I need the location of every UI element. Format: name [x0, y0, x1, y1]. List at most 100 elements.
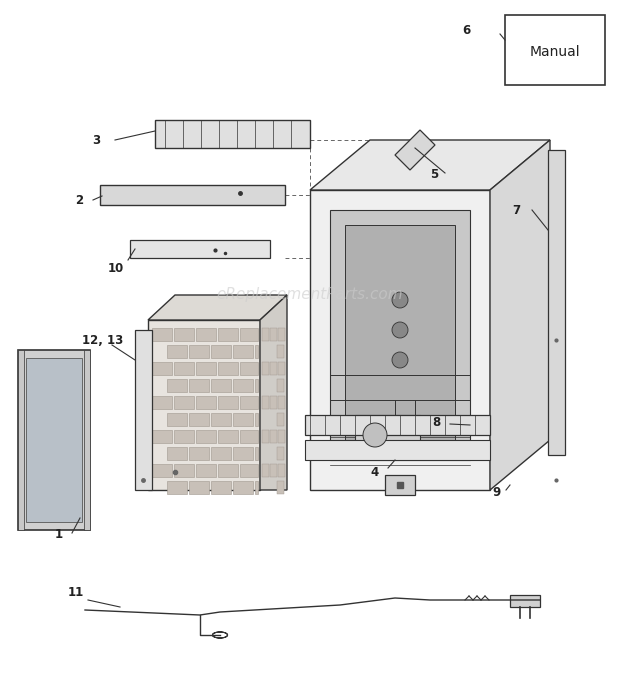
Bar — [196, 464, 216, 477]
Polygon shape — [18, 350, 90, 530]
Polygon shape — [510, 595, 540, 607]
Circle shape — [392, 322, 408, 338]
Bar — [189, 413, 209, 426]
Bar — [233, 413, 253, 426]
Bar — [277, 447, 284, 460]
Bar — [262, 464, 269, 477]
Polygon shape — [100, 185, 285, 205]
Bar — [196, 328, 216, 341]
Text: 8: 8 — [432, 415, 440, 428]
Bar — [174, 430, 194, 443]
Bar — [240, 362, 258, 375]
Bar — [218, 362, 238, 375]
Bar — [196, 430, 216, 443]
Bar — [270, 430, 277, 443]
Bar — [233, 345, 253, 358]
Polygon shape — [135, 330, 152, 490]
Bar — [278, 464, 285, 477]
Bar — [270, 396, 277, 409]
Text: 7: 7 — [512, 203, 520, 216]
Text: 10: 10 — [108, 262, 124, 275]
Bar — [189, 447, 209, 460]
Polygon shape — [260, 295, 287, 490]
Bar — [277, 413, 284, 426]
Bar — [240, 430, 258, 443]
Polygon shape — [345, 225, 455, 445]
Bar — [174, 464, 194, 477]
Polygon shape — [305, 440, 490, 460]
Bar — [278, 430, 285, 443]
Bar — [196, 362, 216, 375]
Bar — [233, 379, 253, 392]
Bar — [211, 379, 231, 392]
Bar — [189, 481, 209, 494]
Bar — [277, 379, 284, 392]
Bar — [262, 362, 269, 375]
Bar — [167, 481, 187, 494]
Bar — [277, 345, 284, 358]
Bar — [240, 328, 258, 341]
Polygon shape — [305, 415, 490, 435]
Text: 4: 4 — [370, 466, 378, 479]
Bar — [211, 481, 231, 494]
Bar — [262, 430, 269, 443]
Bar — [240, 396, 258, 409]
Bar — [255, 345, 258, 358]
Bar — [152, 396, 172, 409]
Circle shape — [392, 292, 408, 308]
Text: 12, 13: 12, 13 — [82, 333, 123, 347]
Polygon shape — [310, 140, 550, 190]
Bar — [211, 447, 231, 460]
Bar — [233, 447, 253, 460]
Bar — [152, 362, 172, 375]
Text: Manual: Manual — [529, 45, 580, 59]
Bar — [167, 379, 187, 392]
Text: 9: 9 — [492, 486, 500, 498]
Text: 3: 3 — [92, 133, 100, 146]
Bar — [167, 447, 187, 460]
Bar — [255, 413, 258, 426]
Bar — [189, 379, 209, 392]
Text: 6: 6 — [462, 24, 470, 37]
Bar — [277, 481, 284, 494]
Bar — [196, 396, 216, 409]
Polygon shape — [385, 475, 415, 495]
Bar — [505, 15, 605, 85]
Text: 5: 5 — [430, 169, 438, 182]
Bar — [152, 464, 172, 477]
Bar — [167, 345, 187, 358]
Polygon shape — [490, 140, 550, 490]
Bar — [218, 396, 238, 409]
Bar — [152, 328, 172, 341]
Bar — [270, 328, 277, 341]
Polygon shape — [355, 415, 420, 455]
Bar — [255, 481, 258, 494]
Polygon shape — [148, 320, 260, 490]
Circle shape — [363, 423, 387, 447]
Polygon shape — [155, 120, 310, 148]
Polygon shape — [148, 295, 287, 320]
Bar — [270, 464, 277, 477]
Polygon shape — [130, 240, 270, 258]
Bar — [278, 396, 285, 409]
Bar — [189, 345, 209, 358]
Bar — [233, 481, 253, 494]
Bar — [211, 345, 231, 358]
Bar — [255, 447, 258, 460]
Circle shape — [392, 352, 408, 368]
Bar — [174, 396, 194, 409]
Bar — [174, 328, 194, 341]
Bar — [270, 362, 277, 375]
Bar — [218, 464, 238, 477]
Bar — [174, 362, 194, 375]
Bar — [218, 430, 238, 443]
Bar — [278, 362, 285, 375]
Polygon shape — [310, 190, 490, 490]
Polygon shape — [18, 350, 24, 530]
Bar — [167, 413, 187, 426]
Text: 1: 1 — [55, 528, 63, 541]
Bar — [255, 379, 258, 392]
Polygon shape — [548, 150, 565, 455]
Bar — [218, 328, 238, 341]
Bar — [278, 328, 285, 341]
